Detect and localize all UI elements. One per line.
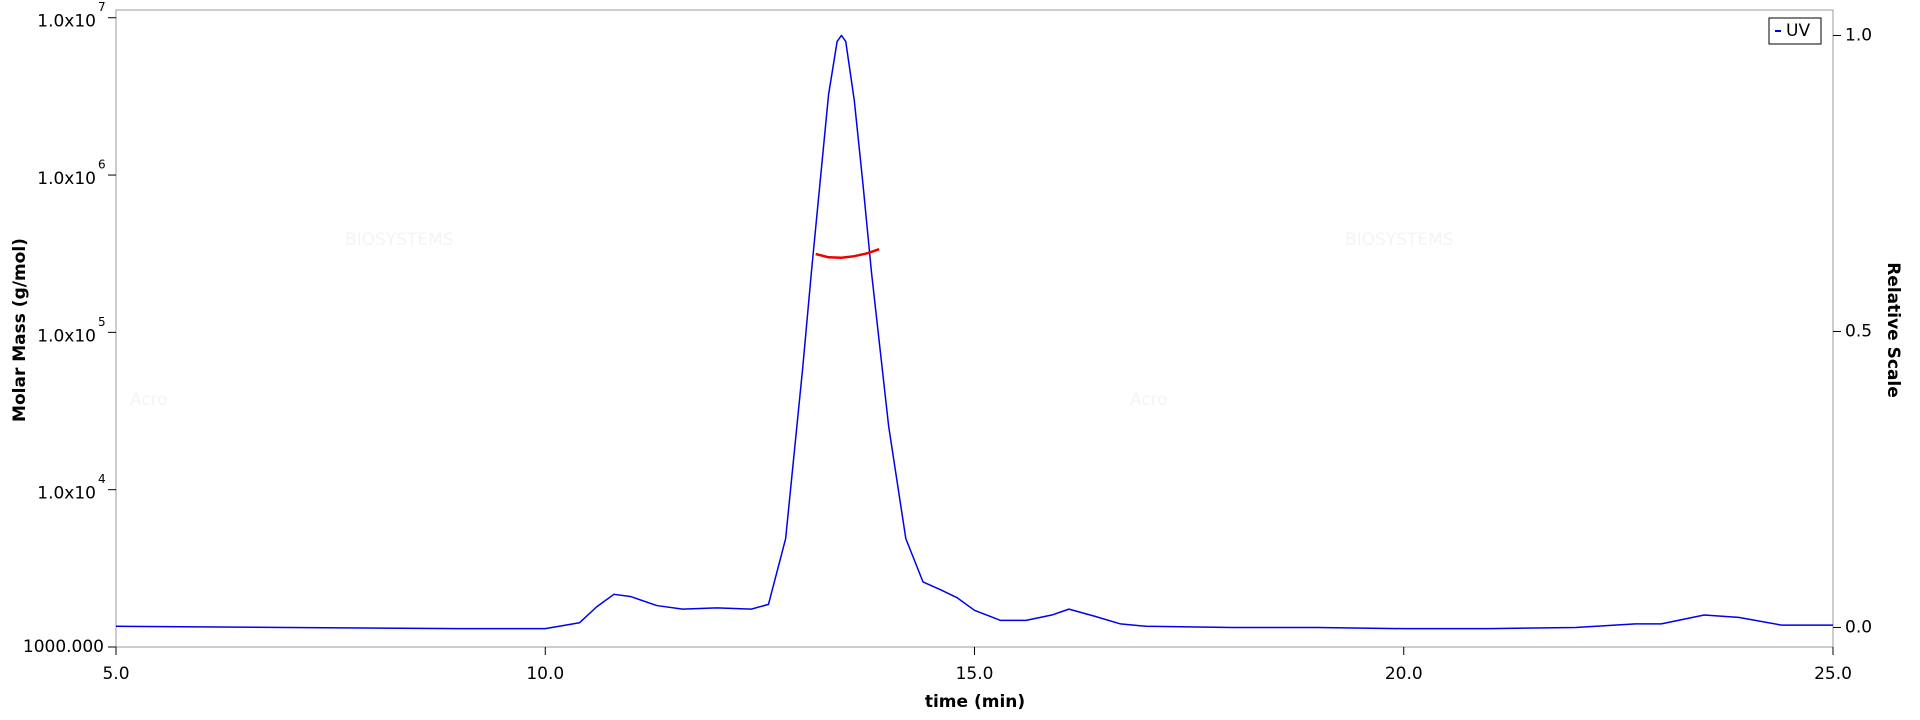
watermark-sub: BIOSYSTEMS <box>1345 230 1454 250</box>
y2-tick-label: 0.0 <box>1845 617 1872 637</box>
x-axis-title: time (min) <box>925 692 1025 712</box>
y2-tick-label: 0.5 <box>1845 321 1872 341</box>
y-tick-label: 1.0x10 <box>37 326 96 346</box>
x-tick-label: 10.0 <box>526 664 564 684</box>
y-tick-exponent: 5 <box>98 315 106 329</box>
y-tick-label: 1.0x10 <box>37 484 96 504</box>
y-tick-exponent: 6 <box>98 158 106 172</box>
y-tick-exponent: 7 <box>98 0 106 14</box>
legend-label: UV <box>1786 21 1810 41</box>
x-tick-label: 15.0 <box>956 664 994 684</box>
watermark: Acro <box>130 390 168 410</box>
y2-tick-label: 1.0 <box>1845 25 1872 45</box>
y-axis-title: Molar Mass (g/mol) <box>10 238 30 422</box>
plot-frame <box>115 9 1834 648</box>
y-tick-label: 1000.000 <box>23 637 104 657</box>
data-line <box>115 34 1833 630</box>
y-tick-label: 1.0x10 <box>37 169 96 189</box>
data-line <box>815 247 880 260</box>
y2-axis-title: Relative Scale <box>1883 262 1903 398</box>
x-tick-label: 25.0 <box>1814 664 1852 684</box>
x-tick-label: 20.0 <box>1385 664 1423 684</box>
y-tick-label: 1.0x10 <box>37 12 96 32</box>
watermark: Acro <box>1130 390 1168 410</box>
x-tick-label: 5.0 <box>102 664 129 684</box>
y-tick-exponent: 4 <box>98 472 106 486</box>
watermark-sub: BIOSYSTEMS <box>345 230 454 250</box>
